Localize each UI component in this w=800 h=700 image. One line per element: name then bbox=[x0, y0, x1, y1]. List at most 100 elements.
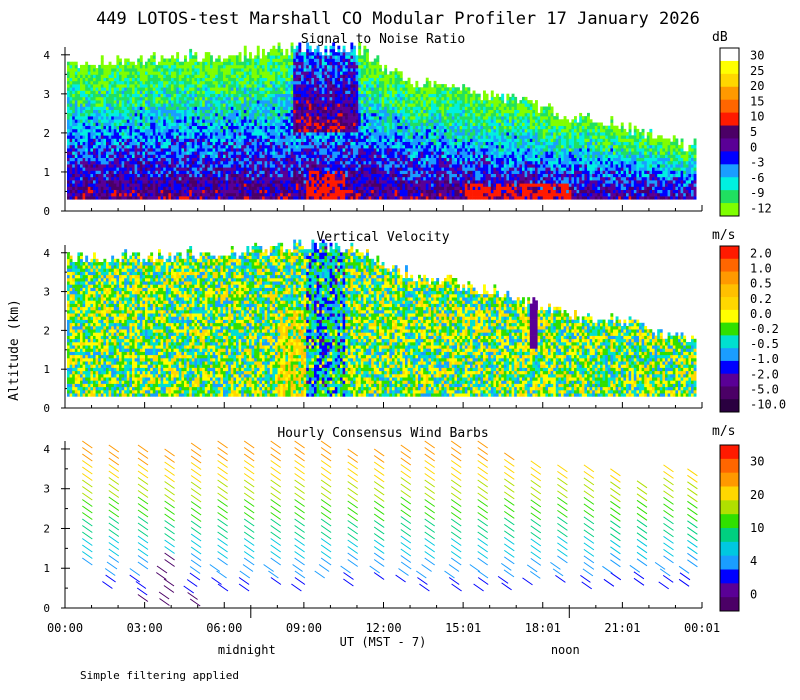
heatmap-cell bbox=[74, 68, 78, 72]
heatmap-cell bbox=[280, 160, 284, 165]
heatmap-cell bbox=[290, 80, 294, 85]
heatmap-cell bbox=[228, 96, 232, 101]
heatmap-cell bbox=[327, 122, 330, 126]
heatmap-cell bbox=[111, 109, 115, 114]
heatmap-cell bbox=[100, 164, 104, 168]
heatmap-cell bbox=[243, 93, 247, 98]
heatmap-cell bbox=[176, 186, 180, 190]
heatmap-cell bbox=[95, 167, 99, 171]
heatmap-cell bbox=[254, 170, 258, 174]
heatmap-cell bbox=[106, 151, 109, 155]
heatmap-cell bbox=[82, 109, 86, 114]
heatmap-cell bbox=[87, 103, 91, 107]
heatmap-cell bbox=[223, 125, 226, 130]
heatmap-cell bbox=[282, 61, 286, 66]
heatmap-cell bbox=[67, 109, 70, 114]
heatmap-cell bbox=[282, 55, 286, 59]
heatmap-cell bbox=[337, 160, 341, 165]
heatmap-cell bbox=[85, 170, 89, 174]
heatmap-cell bbox=[121, 119, 125, 123]
heatmap-cell bbox=[145, 96, 148, 101]
heatmap-cell bbox=[298, 84, 302, 88]
heatmap-cell bbox=[293, 180, 297, 184]
heatmap-cell bbox=[251, 77, 255, 82]
heatmap-cell bbox=[67, 116, 70, 120]
heatmap-cell bbox=[311, 52, 315, 56]
heatmap-cell bbox=[184, 141, 187, 146]
heatmap-cell bbox=[230, 167, 234, 171]
heatmap-cell bbox=[246, 68, 250, 72]
heatmap-cell bbox=[306, 109, 310, 114]
heatmap-cell bbox=[87, 106, 91, 110]
heatmap-cell bbox=[223, 170, 226, 174]
heatmap-cell bbox=[215, 119, 219, 123]
heatmap-cell bbox=[121, 125, 125, 130]
heatmap-cell bbox=[108, 103, 112, 107]
heatmap-cell bbox=[269, 183, 273, 187]
heatmap-cell bbox=[280, 106, 284, 110]
heatmap-cell bbox=[98, 157, 102, 162]
heatmap-cell bbox=[106, 68, 109, 72]
heatmap-cell bbox=[152, 160, 156, 165]
heatmap-cell bbox=[163, 87, 167, 91]
heatmap-cell bbox=[67, 154, 70, 158]
heatmap-cell bbox=[332, 170, 336, 174]
heatmap-cell bbox=[191, 58, 195, 62]
heatmap-cell bbox=[303, 128, 307, 133]
heatmap-cell bbox=[184, 84, 187, 88]
heatmap-cell bbox=[212, 189, 216, 194]
heatmap-cell bbox=[350, 128, 354, 133]
heatmap-cell bbox=[194, 64, 198, 69]
heatmap-cell bbox=[241, 151, 245, 155]
heatmap-cell bbox=[95, 160, 99, 165]
heatmap-cell bbox=[243, 151, 247, 155]
heatmap-cell bbox=[186, 96, 190, 101]
heatmap-cell bbox=[298, 106, 302, 110]
heatmap-cell bbox=[67, 196, 70, 200]
heatmap-cell bbox=[275, 87, 278, 91]
heatmap-cell bbox=[280, 96, 284, 101]
heatmap-cell bbox=[298, 77, 302, 82]
heatmap-cell bbox=[249, 100, 252, 104]
heatmap-cell bbox=[173, 164, 177, 168]
heatmap-cell bbox=[100, 80, 104, 85]
heatmap-cell bbox=[262, 154, 265, 158]
heatmap-cell bbox=[72, 109, 76, 114]
heatmap-cell bbox=[90, 170, 94, 174]
heatmap-cell bbox=[301, 196, 304, 200]
heatmap-cell bbox=[275, 58, 278, 62]
heatmap-cell bbox=[197, 151, 200, 155]
heatmap-cell bbox=[298, 48, 302, 53]
heatmap-cell bbox=[95, 112, 99, 117]
heatmap-cell bbox=[176, 119, 180, 123]
heatmap-cell bbox=[197, 64, 200, 69]
heatmap-cell bbox=[85, 87, 89, 91]
heatmap-cell bbox=[327, 87, 330, 91]
heatmap-cell bbox=[100, 90, 104, 94]
heatmap-cell bbox=[145, 100, 148, 104]
heatmap-cell bbox=[67, 106, 70, 110]
heatmap-cell bbox=[314, 183, 317, 187]
heatmap-cell bbox=[132, 167, 135, 171]
heatmap-cell bbox=[249, 112, 252, 117]
heatmap-cell bbox=[150, 138, 154, 142]
heatmap-cell bbox=[347, 151, 351, 155]
heatmap-cell bbox=[67, 180, 70, 184]
heatmap-cell bbox=[116, 96, 120, 101]
heatmap-cell bbox=[259, 180, 263, 184]
heatmap-cell bbox=[350, 154, 354, 158]
heatmap-cell bbox=[275, 100, 278, 104]
heatmap-cell bbox=[223, 135, 226, 139]
heatmap-cell bbox=[316, 87, 320, 91]
heatmap-cell bbox=[90, 132, 94, 136]
heatmap-cell bbox=[246, 135, 250, 139]
heatmap-cell bbox=[298, 87, 302, 91]
heatmap-cell bbox=[176, 84, 180, 88]
heatmap-cell bbox=[303, 180, 307, 184]
heatmap-cell bbox=[329, 84, 333, 88]
heatmap-cell bbox=[95, 84, 99, 88]
heatmap-cell bbox=[189, 128, 193, 133]
heatmap-cell bbox=[212, 148, 216, 152]
heatmap-cell bbox=[233, 71, 237, 75]
